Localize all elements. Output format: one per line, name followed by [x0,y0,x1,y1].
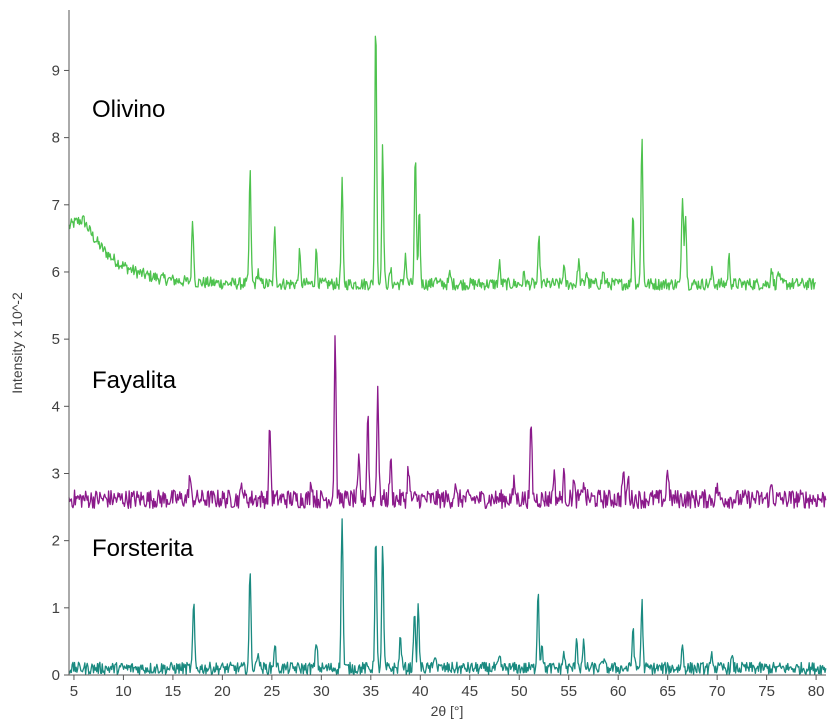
x-tick-label: 75 [758,683,775,700]
y-tick-label: 1 [52,600,60,617]
y-tick-label: 0 [52,667,60,684]
x-tick-label: 40 [412,683,429,700]
x-ticks: 5 10 15 20 25 30 35 40 45 50 55 60 65 70 75 80 [70,675,825,700]
series-label-fayalita: Fayalita [92,367,177,394]
y-tick-label: 3 [52,465,60,482]
x-tick-label: 10 [115,683,132,700]
x-tick-label: 15 [165,683,182,700]
x-tick-label: 70 [709,683,726,700]
x-tick-label: 5 [70,683,78,700]
series-labels: Olivino Fayalita Forsterita [92,96,194,562]
x-tick-label: 20 [214,683,231,700]
y-tick-label: 8 [52,130,60,147]
y-ticks: 0 1 2 3 4 5 6 7 8 9 [52,62,69,684]
series-line-forsterita [68,518,827,675]
x-tick-label: 65 [659,683,676,700]
x-tick-label: 60 [610,683,627,700]
y-axis-title: Intensity x 10^-2 [9,292,25,394]
x-tick-label: 55 [560,683,577,700]
y-tick-label: 9 [52,62,60,79]
y-tick-label: 2 [52,533,60,550]
y-tick-label: 4 [52,398,60,415]
y-tick-label: 6 [52,264,60,281]
x-tick-label: 80 [808,683,825,700]
x-axis-title: 2θ [°] [431,703,464,719]
series-line-fayalita [68,335,827,510]
x-tick-label: 35 [362,683,379,700]
y-tick-label: 7 [52,197,60,214]
series-label-forsterita: Forsterita [92,535,194,562]
axes [68,10,826,676]
x-tick-label: 45 [461,683,478,700]
y-tick-label: 5 [52,331,60,348]
x-tick-label: 50 [511,683,528,700]
x-tick-label: 30 [313,683,330,700]
series-label-olivino: Olivino [92,96,165,123]
x-tick-label: 25 [264,683,281,700]
traces [68,35,827,675]
series-line-olivino [68,35,817,291]
